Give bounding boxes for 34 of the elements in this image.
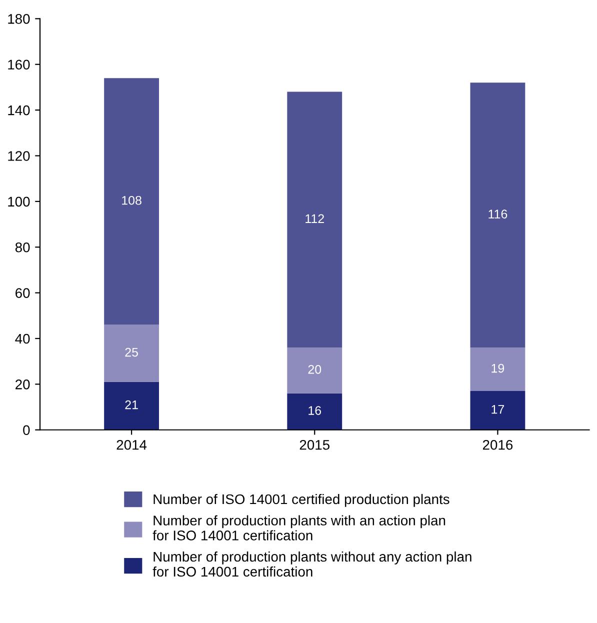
data-label: 116 — [488, 210, 508, 218]
y-tick-label: 60 — [16, 288, 30, 298]
legend-label: Number of production plants with an action plan for ISO 14001 certification — [152, 515, 446, 540]
bar — [470, 348, 526, 392]
bar — [104, 78, 159, 325]
bar — [287, 393, 342, 430]
bar — [287, 92, 342, 348]
data-label: 25 — [125, 348, 138, 357]
y-tick-label: 140 — [8, 105, 30, 116]
data-label: 20 — [308, 364, 322, 374]
data-label: 112 — [306, 214, 324, 223]
y-tick-label: 20 — [16, 380, 30, 390]
y-tick-label: 180 — [8, 14, 30, 24]
y-tick-label: 100 — [8, 196, 30, 207]
y-tick-label: 120 — [8, 151, 30, 161]
y-tick-label: 0 — [23, 425, 30, 436]
data-label: 21 — [125, 400, 138, 410]
data-label: 108 — [122, 196, 142, 205]
bar — [470, 82, 526, 348]
y-tick-label: 160 — [8, 60, 30, 70]
data-label: 19 — [492, 364, 504, 373]
x-tick-label: 2016 — [482, 440, 513, 450]
bar — [287, 348, 342, 394]
bar — [104, 324, 159, 382]
x-tick-label: 2015 — [300, 440, 330, 450]
legend-label: Number of ISO 14001 certified production plants — [154, 494, 450, 507]
y-tick-label: 80 — [15, 242, 30, 252]
bar — [470, 391, 526, 430]
legend-label: Number of production plants without any action plan for ISO 14001 certification — [152, 551, 472, 577]
data-label: 17 — [492, 405, 504, 414]
y-tick-label: 40 — [15, 334, 30, 344]
x-tick-label: 2014 — [116, 440, 147, 450]
data-label: 16 — [308, 406, 322, 415]
bar — [104, 382, 159, 430]
